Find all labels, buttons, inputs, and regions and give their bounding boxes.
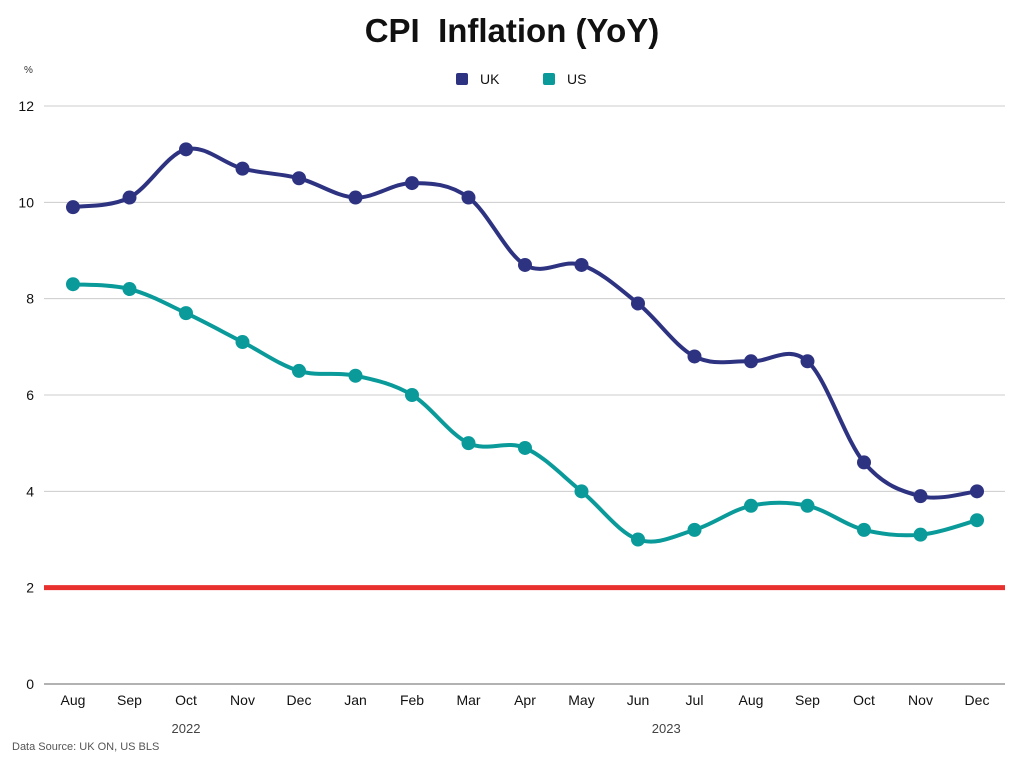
data-point-uk-10 [631,296,645,311]
data-point-uk-5 [348,190,363,205]
data-point-us-13 [800,498,815,513]
data-point-uk-1 [122,190,137,205]
legend-label-uk: UK [480,71,500,87]
y-tick-label: 10 [18,194,34,210]
data-point-uk-2 [179,142,193,157]
x-tick-label: May [568,692,594,708]
data-point-us-1 [122,282,137,297]
data-point-us-16 [970,513,984,528]
x-tick-label: Oct [175,692,197,708]
x-tick-label: Dec [965,692,990,708]
x-tick-label: Sep [117,692,142,708]
x-tick-label: Oct [853,692,875,708]
data-point-us-2 [179,306,193,321]
year-label-2022: 2022 [172,721,201,736]
x-tick-label: Apr [514,692,536,708]
year-labels: 2022 2023 [172,721,681,736]
data-point-uk-16 [970,484,984,499]
y-tick-label: 2 [26,580,34,596]
data-point-uk-0 [66,200,80,215]
data-point-us-8 [518,440,532,455]
data-point-uk-12 [744,354,758,369]
data-point-uk-8 [518,257,532,272]
data-point-us-3 [235,335,250,350]
data-point-us-10 [631,532,645,547]
x-tick-label: Dec [287,692,312,708]
year-label-2023: 2023 [652,721,681,736]
y-tick-label: 6 [26,387,34,403]
x-tick-label: Aug [61,692,86,708]
data-point-us-6 [405,388,419,402]
y-tick-label: 0 [26,676,34,692]
data-point-uk-13 [800,354,815,369]
data-point-uk-11 [687,349,702,364]
chart-title: CPI Inflation (YoY) [365,12,660,49]
x-axis-ticks: Aug Sep Oct Nov Dec Jan Feb Mar Apr May Jun Jul Aug S… [61,692,990,708]
data-point-uk-9 [574,257,589,272]
data-point-uk-7 [461,190,476,205]
data-point-uk-6 [405,176,419,191]
gridlines [44,105,1005,685]
series-line-us [71,282,979,544]
y-axis-ticks: 0 2 4 6 8 10 12 [18,98,34,692]
data-point-us-11 [687,522,702,537]
legend-swatch-uk [456,73,468,85]
data-points [66,142,984,547]
x-tick-label: Jun [627,692,650,708]
data-point-uk-15 [913,489,928,504]
x-tick-label: Nov [908,692,933,708]
y-axis-unit-label: % [24,65,33,76]
x-tick-label: Jul [686,692,704,708]
y-tick-label: 12 [18,98,34,114]
legend: UK US [456,71,586,87]
data-point-us-12 [744,498,758,513]
data-point-us-9 [574,484,589,499]
data-point-us-5 [348,368,363,383]
legend-label-us: US [567,71,586,87]
data-point-us-15 [913,527,928,542]
x-tick-label: Sep [795,692,820,708]
data-point-uk-4 [292,171,306,186]
data-point-us-4 [292,363,306,378]
y-tick-label: 8 [26,291,34,307]
data-point-us-7 [461,436,476,451]
data-point-us-14 [857,522,871,537]
data-source-note: Data Source: UK ON, US BLS [12,741,159,753]
data-point-uk-14 [857,455,871,470]
data-point-us-0 [66,277,80,292]
x-tick-label: Jan [344,692,367,708]
x-tick-label: Nov [230,692,255,708]
series-lines [71,146,979,544]
data-point-uk-3 [235,161,250,176]
x-tick-label: Aug [739,692,764,708]
x-tick-label: Feb [400,692,424,708]
x-tick-label: Mar [456,692,480,708]
legend-swatch-us [543,73,555,85]
y-tick-label: 4 [26,483,34,499]
